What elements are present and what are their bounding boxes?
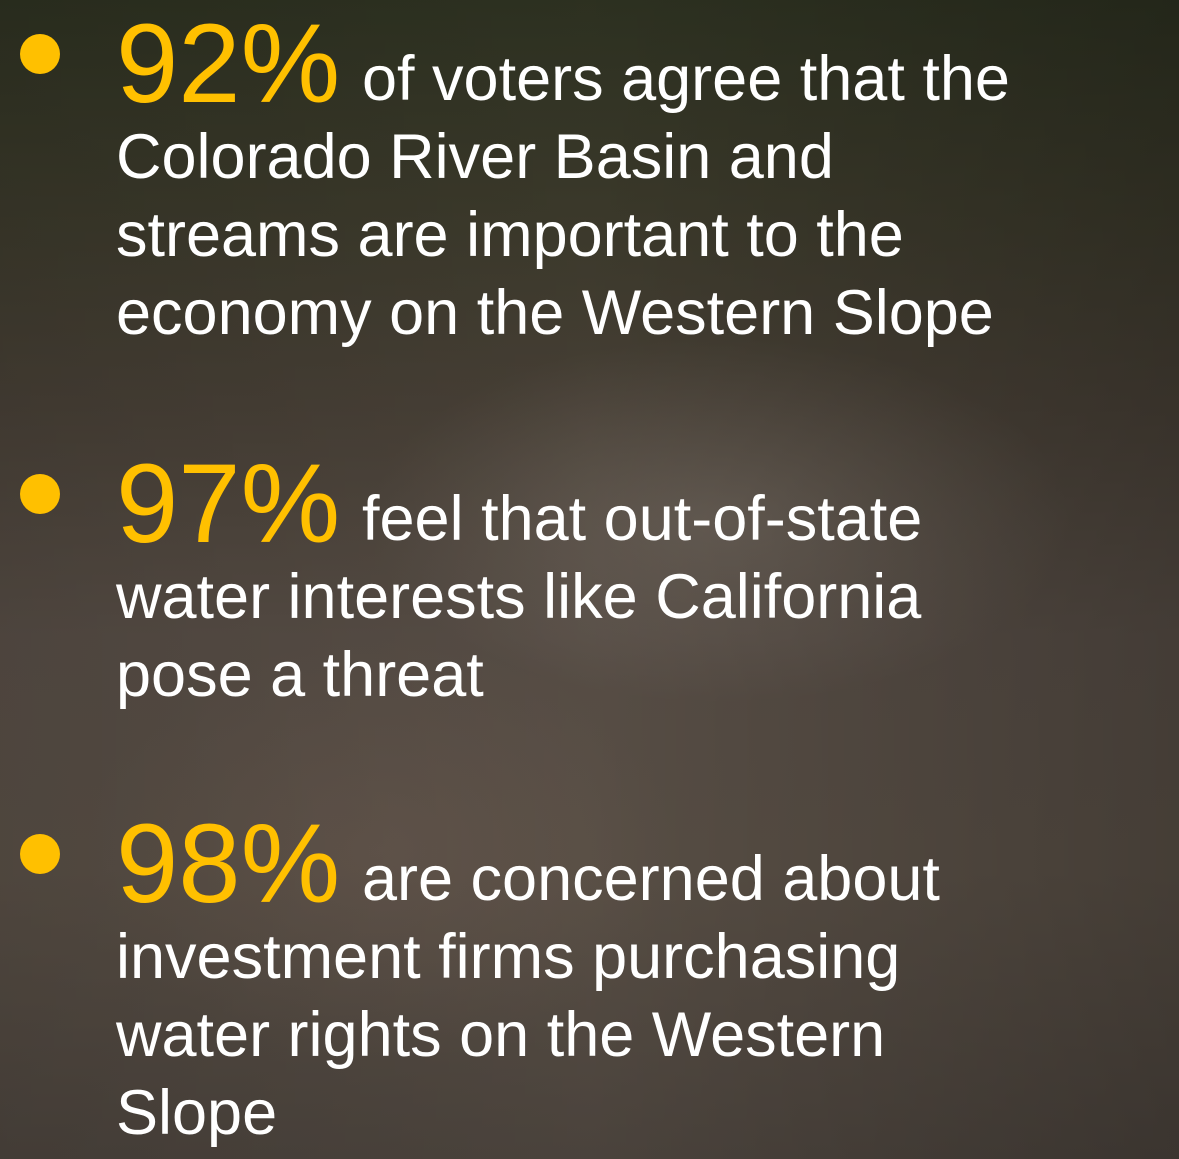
- bullet-text: Colorado River Basin and: [116, 122, 834, 192]
- bullet-text: pose a threat: [116, 640, 484, 710]
- stat-value: 92%: [116, 1, 341, 126]
- bullet-text: water interests like California: [116, 562, 922, 632]
- bullet-dot: [20, 34, 60, 74]
- bullet-text: feel that out-of-state: [362, 484, 923, 554]
- bullet-dot: [20, 474, 60, 514]
- bullet-text: water rights on the Western: [116, 1000, 886, 1070]
- bullet-text: streams are important to the: [116, 200, 904, 270]
- bullet-dot: [20, 834, 60, 874]
- bullet-text: economy on the Western Slope: [116, 278, 994, 348]
- bullet-text: are concerned about: [362, 844, 940, 914]
- bullet-text: Slope: [116, 1078, 278, 1148]
- bullet-text: of voters agree that the: [362, 44, 1010, 114]
- stat-value: 98%: [116, 801, 341, 926]
- bullet-text: investment firms purchasing: [116, 922, 901, 992]
- stat-value: 97%: [116, 441, 341, 566]
